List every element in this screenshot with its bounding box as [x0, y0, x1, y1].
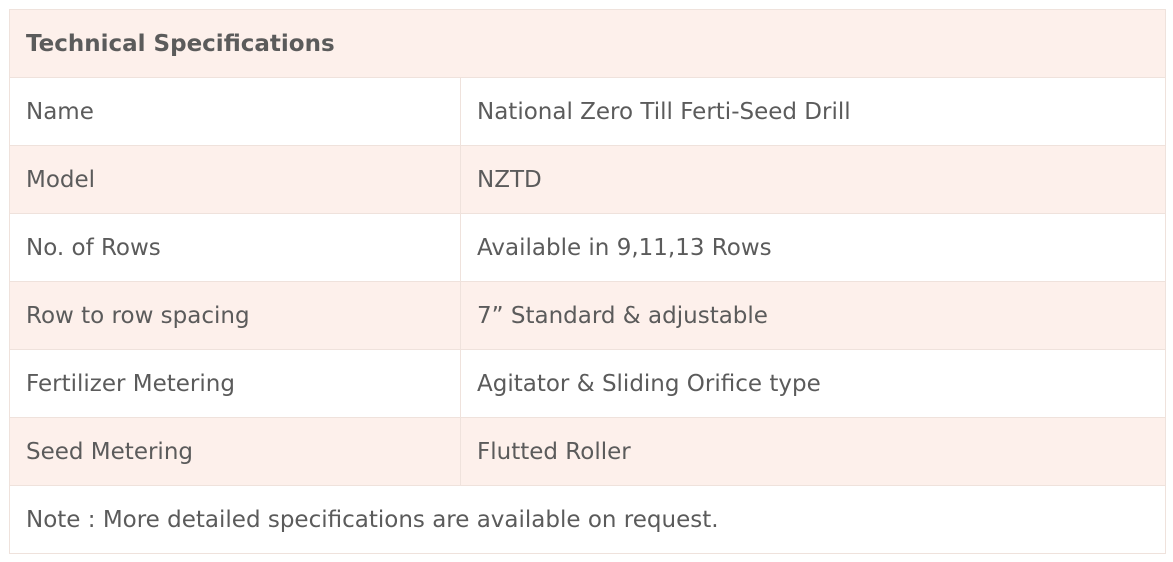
- spec-label: Name: [9, 77, 461, 146]
- table-title: Technical Specifications: [9, 9, 1166, 78]
- table-row: Name National Zero Till Ferti-Seed Drill: [9, 77, 1166, 146]
- table-row: Row to row spacing 7” Standard & adjustab…: [9, 281, 1166, 350]
- spec-label: Seed Metering: [9, 417, 461, 486]
- note-text: Note : More detailed specifications are …: [9, 485, 1166, 554]
- spec-label: Model: [9, 145, 461, 214]
- spec-label: Row to row spacing: [9, 281, 461, 350]
- table-header-row: Technical Specifications: [9, 9, 1166, 78]
- spec-value: NZTD: [460, 145, 1166, 214]
- spec-value: National Zero Till Ferti-Seed Drill: [460, 77, 1166, 146]
- spec-value: Available in 9,11,13 Rows: [460, 213, 1166, 282]
- spec-value: Agitator & Sliding Orifice type: [460, 349, 1166, 418]
- table-row: No. of Rows Available in 9,11,13 Rows: [9, 213, 1166, 282]
- table-row: Model NZTD: [9, 145, 1166, 214]
- spec-label: No. of Rows: [9, 213, 461, 282]
- spec-value: Flutted Roller: [460, 417, 1166, 486]
- table-row: Fertilizer Metering Agitator & Sliding Or…: [9, 349, 1166, 418]
- note-row: Note : More detailed specifications are …: [9, 485, 1166, 554]
- spec-label: Fertilizer Metering: [9, 349, 461, 418]
- table-row: Seed Metering Flutted Roller: [9, 417, 1166, 486]
- spec-value: 7” Standard & adjustable: [460, 281, 1166, 350]
- specifications-table: Technical Specifications Name National Ze…: [9, 9, 1166, 554]
